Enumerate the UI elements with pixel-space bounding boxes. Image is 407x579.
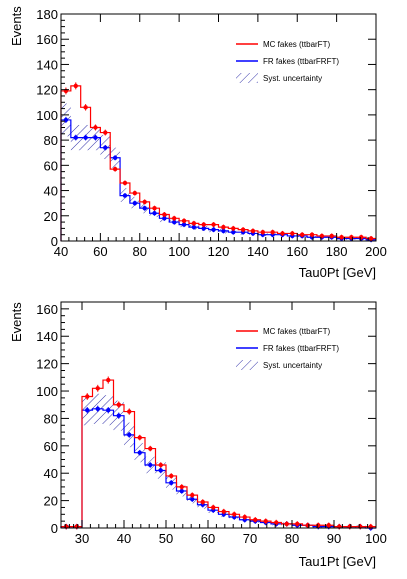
bottom-x-tick-label: 80 bbox=[285, 531, 299, 546]
top-legend-syst-swatch bbox=[236, 73, 258, 83]
top-y-tick-label: 100 bbox=[36, 108, 58, 123]
top-legend-fr-label: FR fakes (ttbarFRFT) bbox=[263, 57, 339, 66]
bottom-y-tick-label: 100 bbox=[36, 384, 58, 399]
bottom-x-tick-label: 100 bbox=[365, 531, 387, 546]
bottom-y-axis-title: Events bbox=[9, 302, 24, 342]
bottom-legend: MC fakes (ttbarFT) FR fakes (ttbarFRFT) … bbox=[236, 327, 339, 370]
bottom-x-tick-label: 40 bbox=[117, 531, 131, 546]
bottom-legend-syst-swatch bbox=[236, 360, 258, 370]
bottom-y-tick-label: 140 bbox=[36, 329, 58, 344]
top-mc-series-layer bbox=[61, 82, 376, 241]
bottom-y-tick-label: 60 bbox=[44, 439, 58, 454]
top-x-tick-label: 60 bbox=[93, 244, 107, 259]
top-y-tick-label: 20 bbox=[44, 209, 58, 224]
top-y-tick-label: 140 bbox=[36, 57, 58, 72]
top-y-tick-label: 40 bbox=[44, 184, 58, 199]
bottom-y-tick-label: 20 bbox=[44, 494, 58, 509]
top-x-axis-title: Tau0Pt [GeV] bbox=[299, 265, 376, 280]
top-y-axis-title: Events bbox=[9, 6, 24, 46]
top-x-tick-label: 120 bbox=[208, 244, 230, 259]
top-x-tick-label: 140 bbox=[247, 244, 269, 259]
top-y-tick-label: 180 bbox=[36, 7, 58, 22]
bottom-y-tick-label: 40 bbox=[44, 466, 58, 481]
top-y-tick-label: 160 bbox=[36, 32, 58, 47]
bottom-legend-mc-label: MC fakes (ttbarFT) bbox=[263, 327, 330, 336]
top-y-tick-label: 60 bbox=[44, 158, 58, 173]
top-y-tick-label: 0 bbox=[51, 234, 58, 249]
top-hatch-layer bbox=[61, 104, 376, 241]
bottom-x-tick-label: 60 bbox=[201, 531, 215, 546]
bottom-x-tick-label: 30 bbox=[75, 531, 89, 546]
top-legend-mc-label: MC fakes (ttbarFT) bbox=[263, 40, 330, 49]
bottom-y-tick-label: 160 bbox=[36, 302, 58, 317]
top-x-tick-label: 200 bbox=[365, 244, 387, 259]
top-x-tick-label: 180 bbox=[326, 244, 348, 259]
top-x-tick-label: 80 bbox=[133, 244, 147, 259]
bottom-x-tick-label: 50 bbox=[159, 531, 173, 546]
top-panel: 40 60 80 100 120 140 160 180 2000204060801001201… bbox=[9, 6, 387, 280]
top-mc-histogram-line bbox=[61, 86, 376, 241]
bottom-legend-fr-label: FR fakes (ttbarFRFT) bbox=[263, 344, 339, 353]
bottom-y-tick-label: 120 bbox=[36, 357, 58, 372]
top-y-tick-label: 120 bbox=[36, 83, 58, 98]
top-legend-syst-label: Syst. uncertainty bbox=[263, 74, 322, 83]
bottom-y-tick-label: 80 bbox=[44, 411, 58, 426]
bottom-legend-syst-label: Syst. uncertainty bbox=[263, 361, 322, 370]
top-x-tick-label: 100 bbox=[168, 244, 190, 259]
bottom-x-tick-label: 70 bbox=[243, 531, 257, 546]
bottom-panel: 30 40 50 60 70 80 90 100 0 20 40 60 80 100 120 140 160 E… bbox=[9, 302, 387, 569]
top-x-tick-label: 160 bbox=[286, 244, 308, 259]
bottom-x-axis-title: Tau1Pt [GeV] bbox=[299, 554, 376, 569]
bottom-x-tick-label: 90 bbox=[327, 531, 341, 546]
top-legend: MC fakes (ttbarFT) FR fakes (ttbarFRFT) … bbox=[236, 40, 339, 83]
top-y-tick-label: 80 bbox=[44, 133, 58, 148]
bottom-y-tick-label: 0 bbox=[51, 521, 58, 536]
